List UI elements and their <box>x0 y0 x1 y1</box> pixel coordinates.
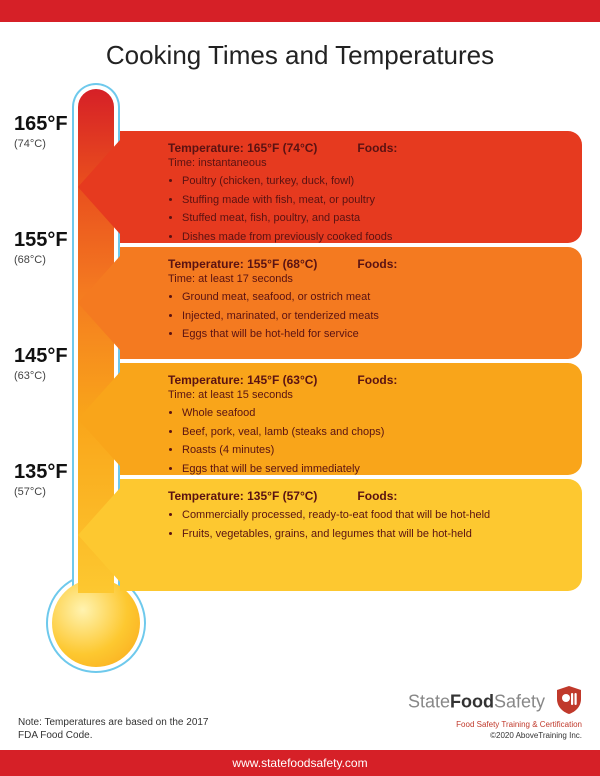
brand-name: StateFoodSafety <box>408 685 582 720</box>
footnote: Note: Temperatures are based on the 2017… <box>18 716 218 742</box>
food-item: Dishes made from previously cooked foods <box>182 229 568 246</box>
temp-c: (63°C) <box>14 370 74 382</box>
brand-copyright: ©2020 AboveTraining Inc. <box>408 731 582 740</box>
time-line: Time: instantaneous <box>168 157 317 169</box>
foods-label: Foods: <box>357 257 397 285</box>
temp-f: 135°F <box>14 461 74 484</box>
temp-c: (74°C) <box>14 138 74 150</box>
foods-list: Ground meat, seafood, or ostrich meat Inj… <box>182 289 568 343</box>
foods-list: Poultry (chicken, turkey, duck, fowl) Stu… <box>182 173 568 245</box>
temp-f: 165°F <box>14 113 74 136</box>
temp-label-2: 145°F (63°C) <box>14 345 74 382</box>
food-item: Ground meat, seafood, or ostrich meat <box>182 289 568 306</box>
food-item: Stuffed meat, fish, poultry, and pasta <box>182 210 568 227</box>
food-item: Injected, marinated, or tenderized meats <box>182 308 568 325</box>
foods-list: Commercially processed, ready-to-eat foo… <box>182 507 568 542</box>
temp-c: (68°C) <box>14 254 74 266</box>
food-item: Commercially processed, ready-to-eat foo… <box>182 507 568 524</box>
content-area: Temperature: 165°F (74°C)Time: instantan… <box>0 83 600 703</box>
temp-row-1: Temperature: 155°F (68°C)Time: at least … <box>120 247 582 359</box>
footer-band: www.statefoodsafety.com <box>0 750 600 776</box>
foods-label: Foods: <box>357 489 397 503</box>
temp-row-0: Temperature: 165°F (74°C)Time: instantan… <box>120 131 582 243</box>
foods-label: Foods: <box>357 141 397 169</box>
temp-line: Temperature: 165°F (74°C)Time: instantan… <box>168 141 317 169</box>
temp-line: Temperature: 145°F (63°C)Time: at least … <box>168 373 317 401</box>
brand-block: StateFoodSafety Food Safety Training & C… <box>408 685 582 740</box>
food-item: Stuffing made with fish, meat, or poultr… <box>182 192 568 209</box>
temp-label-0: 165°F (74°C) <box>14 113 74 150</box>
brand-word-state: State <box>408 691 450 711</box>
food-item: Poultry (chicken, turkey, duck, fowl) <box>182 173 568 190</box>
food-item: Whole seafood <box>182 405 568 422</box>
temp-row-3: Temperature: 135°F (57°C) Foods: Commercia… <box>120 479 582 591</box>
temp-label-3: 135°F (57°C) <box>14 461 74 498</box>
food-item: Fruits, vegetables, grains, and legumes … <box>182 526 568 543</box>
food-item: Beef, pork, veal, lamb (steaks and chops… <box>182 424 568 441</box>
food-item: Eggs that will be served immediately <box>182 461 568 478</box>
food-item: Eggs that will be hot-held for service <box>182 326 568 343</box>
temp-line: Temperature: 155°F (68°C)Time: at least … <box>168 257 317 285</box>
temp-line: Temperature: 135°F (57°C) <box>168 489 317 503</box>
temp-row-2: Temperature: 145°F (63°C)Time: at least … <box>120 363 582 475</box>
top-band <box>0 0 600 22</box>
foods-list: Whole seafood Beef, pork, veal, lamb (ste… <box>182 405 568 477</box>
page: Cooking Times and Temperatures Temperatu… <box>0 0 600 776</box>
temp-label-1: 155°F (68°C) <box>14 229 74 266</box>
temp-f: 145°F <box>14 345 74 368</box>
brand-word-food: Food <box>450 691 494 711</box>
page-title: Cooking Times and Temperatures <box>0 22 600 83</box>
time-line: Time: at least 17 seconds <box>168 273 317 285</box>
temp-f: 155°F <box>14 229 74 252</box>
shield-icon <box>556 685 582 720</box>
brand-word-safety: Safety <box>494 691 545 711</box>
brand-subtitle: Food Safety Training & Certification <box>408 720 582 729</box>
food-item: Roasts (4 minutes) <box>182 442 568 459</box>
temp-c: (57°C) <box>14 486 74 498</box>
time-line: Time: at least 15 seconds <box>168 389 317 401</box>
foods-label: Foods: <box>357 373 397 401</box>
